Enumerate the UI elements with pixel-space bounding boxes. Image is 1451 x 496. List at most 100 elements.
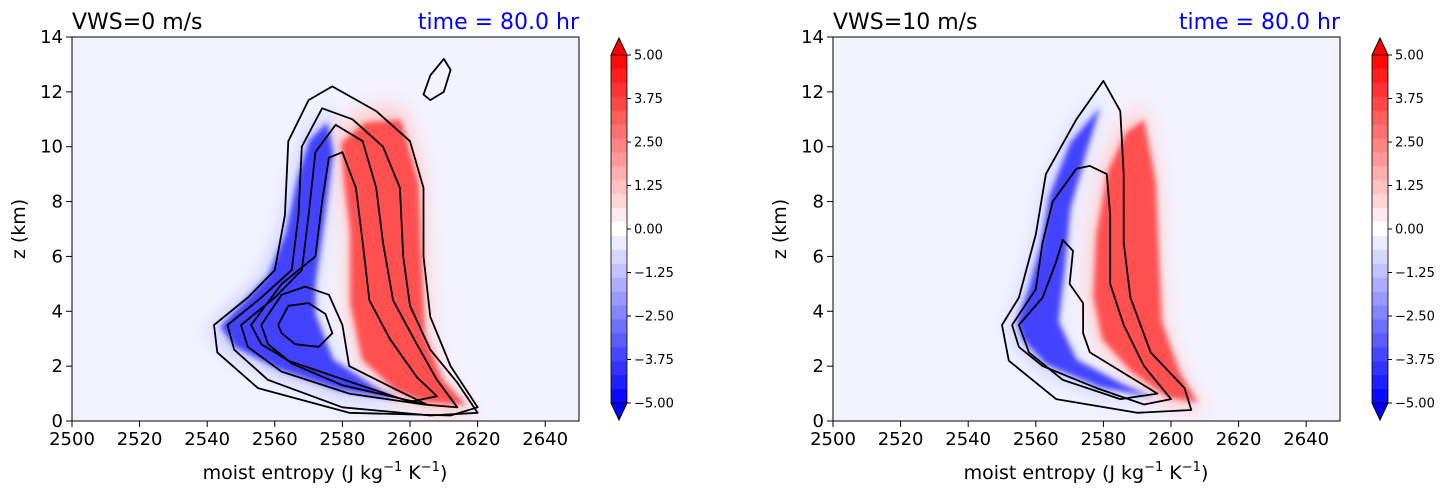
y-tick-label: 12: [801, 82, 824, 103]
colorbar-extend-max: [1371, 37, 1389, 56]
contour-line: [1018, 239, 1159, 400]
colorbar-segment: [1372, 124, 1388, 140]
colorbar-segment: [611, 375, 627, 390]
colorbar-segment: [611, 249, 627, 265]
colorbar-segment: [1372, 96, 1388, 112]
colorbar-segment: [611, 96, 627, 112]
colorbar-segment: [611, 208, 627, 223]
x-tick-label: 2640: [1283, 429, 1329, 450]
colorbar-segment: [611, 180, 627, 195]
panel-title-left: VWS=10 m/s: [833, 10, 978, 35]
colorbar-extend-min: [610, 402, 628, 421]
x-tick-label: 2560: [252, 429, 298, 450]
colorbar-segment: [1372, 389, 1388, 404]
colorbar-segment: [611, 166, 627, 181]
colorbar-tick-label: −3.75: [1395, 353, 1435, 368]
y-tick-label: 14: [801, 27, 824, 48]
panel-vws-10: 2500 2520 2540 2560 2580 2600 2620 2640 0 2 4 6 8 10…: [769, 10, 1435, 484]
y-tick-label: 8: [813, 192, 824, 213]
colorbar-tick-label: −2.50: [634, 310, 674, 325]
plot-frame: [71, 36, 580, 422]
x-tick-label: 2600: [1148, 429, 1194, 450]
colorbar: 5.00 3.75 2.50 1.25 0.00 −1.25 −2.50 −3.75 −5.00: [1371, 37, 1435, 421]
x-tick-label: 2520: [878, 429, 924, 450]
y-tick-label: 0: [813, 411, 824, 432]
colorbar-segment: [1372, 152, 1388, 167]
y-tick-label: 8: [52, 192, 63, 213]
colorbar-segment: [1372, 235, 1388, 251]
x-tick-label: 2540: [945, 429, 991, 450]
x-tick-label: 2580: [1080, 429, 1126, 450]
x-tick-label: 2620: [455, 429, 501, 450]
colorbar-segment: [1372, 305, 1388, 321]
colorbar-segment: [611, 152, 627, 167]
colorbar-tick-label: 1.25: [634, 179, 663, 194]
colorbar-extend-max: [610, 37, 628, 56]
colorbar-segment: [1372, 291, 1388, 307]
colorbar-segment: [611, 138, 627, 154]
colorbar-segment: [611, 263, 627, 279]
colorbar-segment: [611, 222, 627, 237]
colorbar-tick-label: 5.00: [1395, 49, 1424, 64]
contour-line: [1001, 80, 1193, 414]
colorbar-segment: [611, 110, 627, 126]
x-axis-label: moist entropy (J kg−1 K−1): [964, 460, 1209, 484]
colorbar-tick-label: 1.25: [1395, 179, 1424, 194]
y-tick-label: 2: [813, 356, 824, 377]
colorbar-segment: [1372, 194, 1388, 209]
x-tick-label: 2560: [1013, 429, 1059, 450]
colorbar-tick-label: −3.75: [634, 353, 674, 368]
contour-line: [240, 123, 459, 409]
colorbar-segment: [1372, 55, 1388, 70]
colorbar-segment: [1372, 277, 1388, 293]
colorbar-segment: [1372, 263, 1388, 279]
colorbar-tick-label: −2.50: [1395, 310, 1435, 325]
colorbar-segment: [611, 124, 627, 140]
entropy-tendency-field: [1008, 91, 1205, 413]
colorbar-segment: [1372, 180, 1388, 195]
colorbar-extend-min: [1371, 402, 1389, 421]
y-tick-label: 10: [40, 137, 63, 158]
colorbar-segment: [611, 347, 627, 362]
panel-vws-0: 2500 2520 2540 2560 2580 2600 2620 2640 0 2 4 6 8 10…: [8, 10, 674, 484]
x-axis-ticks: 2500 2520 2540 2560 2580 2600 2620 2640: [810, 421, 1329, 450]
y-axis-label: z (km): [8, 199, 30, 259]
contour-line: [1011, 165, 1172, 406]
colorbar-tick-label: −5.00: [1395, 397, 1435, 412]
y-tick-label: 12: [40, 82, 63, 103]
colorbar-segment: [611, 55, 627, 70]
colorbar-segment: [611, 277, 627, 293]
x-tick-label: 2600: [387, 429, 433, 450]
contour-line: [422, 58, 452, 101]
x-tick-label: 2540: [184, 429, 230, 450]
negative-region: [1016, 107, 1154, 398]
colorbar-tick-label: −1.25: [1395, 266, 1435, 281]
contour-lines: [213, 58, 479, 417]
y-tick-label: 10: [801, 137, 824, 158]
colorbar-segment: [1372, 375, 1388, 390]
colorbar: 5.00 3.75 2.50 1.25 0.00 −1.25 −2.50 −3.75 −5.00: [610, 37, 674, 421]
x-axis-label: moist entropy (J kg−1 K−1): [203, 460, 448, 484]
colorbar-segment: [611, 361, 627, 376]
colorbar-tick-label: 5.00: [634, 49, 663, 64]
colorbar-segment: [1372, 110, 1388, 126]
colorbar-segment: [611, 389, 627, 404]
contour-line: [277, 302, 334, 348]
x-axis-ticks: 2500 2520 2540 2560 2580 2600 2620 2640: [49, 421, 568, 450]
contour-line: [250, 151, 438, 403]
colorbar-segment: [1372, 222, 1388, 237]
y-tick-label: 6: [52, 246, 63, 267]
contour-line: [260, 285, 428, 406]
colorbar-tick-label: 2.50: [634, 136, 663, 151]
x-tick-label: 2500: [810, 429, 856, 450]
x-tick-label: 2500: [49, 429, 95, 450]
colorbar-segment: [611, 319, 627, 334]
colorbar-segment: [611, 291, 627, 307]
y-axis-ticks: 0 2 4 6 8 10 12 14: [40, 27, 72, 432]
y-tick-label: 4: [52, 301, 63, 322]
colorbar-segment: [611, 82, 627, 98]
colorbar-segment: [1372, 361, 1388, 376]
x-tick-label: 2580: [319, 429, 365, 450]
colorbar-segment: [1372, 333, 1388, 348]
